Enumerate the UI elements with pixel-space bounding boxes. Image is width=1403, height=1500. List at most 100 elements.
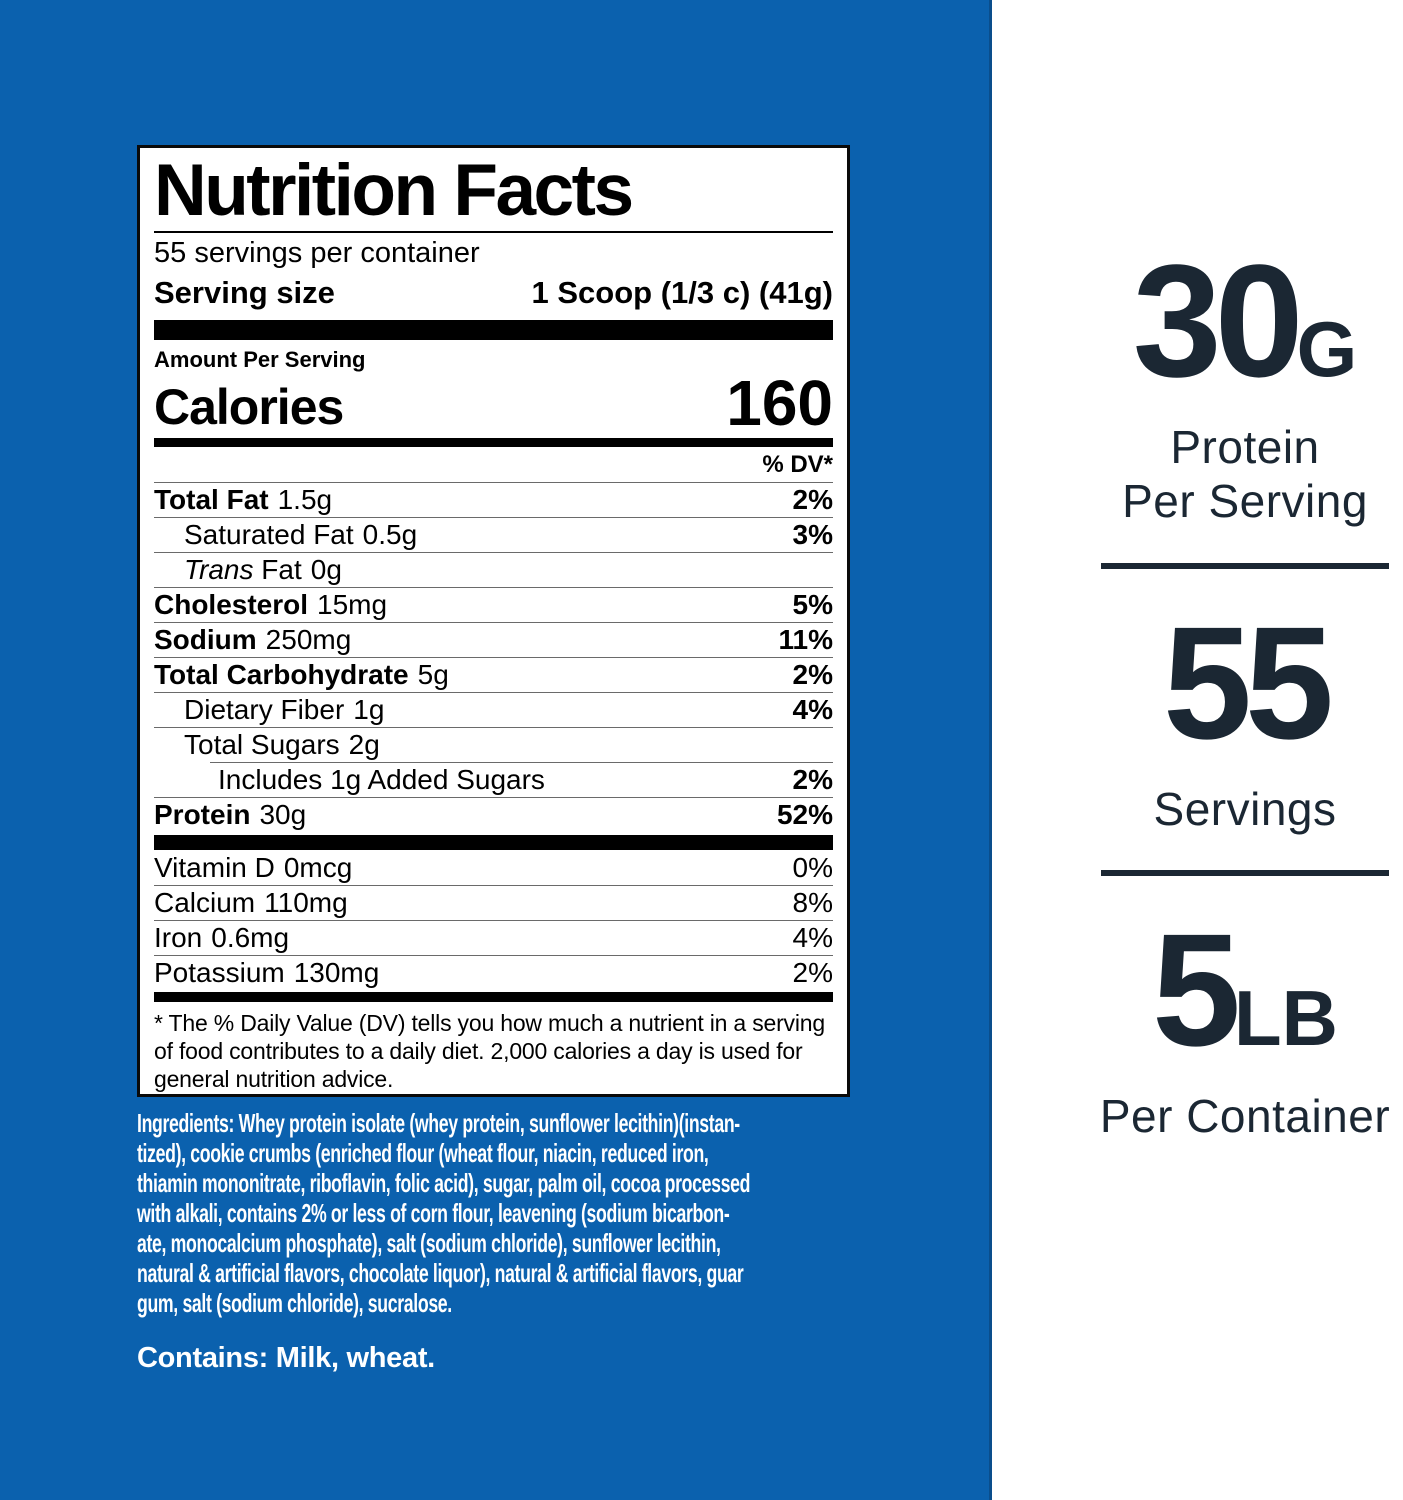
nutrient-amount: 0mcg [283,852,353,884]
hairline [154,884,833,886]
nutrition-facts-title: Nutrition Facts [154,150,634,231]
bar-under-micronutrients [154,991,833,1002]
highlight-value: 30G [1132,231,1358,410]
highlights-list: 30G Protein Per Serving 55 Servings 5LB Per Co… [995,0,1403,1144]
hairline [154,516,833,518]
ingredients-line: thiamin mononitrate, riboflavin, folic a… [137,1168,751,1198]
bar-under-calories [154,437,833,447]
nutrient-name: Iron 0.6mg [154,922,290,954]
micronutrient-rows: Vitamin D 0mcg 0% Calcium 110mg 8% Iron 0.6mg 4%… [154,851,833,990]
nutrient-row: Iron 0.6mg 4% [154,921,833,955]
nutrient-daily-value: 2% [792,957,833,989]
nutrient-amount: 15mg [317,589,388,621]
blue-background: Nutrition Facts 55 servings per containe… [0,0,992,1500]
nutrient-row: Potassium 130mg 2% [154,956,833,990]
hairline [154,656,833,658]
nutrient-row: Includes 1g Added Sugars 2% [154,763,833,797]
nutrition-facts-label: Nutrition Facts 55 servings per containe… [137,145,850,1097]
nutrient-row: Total Fat 1.5g 2% [154,483,833,517]
ingredients-line: gum, salt (sodium chloride), sucralose. [137,1288,452,1318]
hairline [154,551,833,553]
ingredients-line: Ingredients: Whey protein isolate (whey … [137,1108,740,1138]
ingredients-line: natural & artificial flavors, chocolate … [137,1258,744,1288]
nutrient-daily-value: 8% [792,887,833,919]
highlight-block: 55 Servings [1087,592,1403,836]
calories-value: 160 [726,366,833,439]
highlight-block: 5LB Per Container [1087,900,1403,1143]
nutrient-name: Trans Fat 0g [184,554,342,586]
nutrient-name: Total Fat 1.5g [154,484,333,516]
nutrient-row: Sodium 250mg 11% [154,623,833,657]
nutrient-name: Protein 30g [154,799,307,831]
hairline [154,954,833,956]
nutrient-row: Total Sugars 2g [154,728,833,762]
highlight-divider [1101,870,1389,877]
highlight-value: 5LB [1152,900,1338,1080]
nutrient-daily-value: 5% [792,589,833,621]
highlight-divider [1101,562,1389,569]
nutrient-daily-value: 52% [776,799,833,831]
hairline [154,796,833,798]
nutrient-daily-value: 4% [792,922,833,954]
highlight-caption: Protein Per Serving [1122,421,1368,528]
highlight-unit: G [1296,305,1358,393]
nutrient-row: Calcium 110mg 8% [154,886,833,920]
hairline [154,481,833,483]
highlight-value: 55 [1163,592,1334,772]
nutrient-name: Total Sugars 2g [184,729,380,761]
hairline [154,919,833,921]
serving-size-value: 1 Scoop (1/3 c) (41g) [531,274,833,310]
hairline [154,586,833,588]
daily-value-footnote: * The % Daily Value (DV) tells you how m… [154,1009,825,1093]
nutrient-amount: 110mg [264,887,348,919]
nutrient-name: Vitamin D 0mcg [154,852,353,884]
highlight-unit: LB [1234,974,1338,1063]
nutrient-name: Includes 1g Added Sugars [218,764,545,796]
nutrient-amount: 1.5g [277,484,333,516]
nutrient-daily-value: 11% [778,624,834,656]
ingredients-line: tized), cookie crumbs (enriched flour (w… [137,1138,709,1168]
nutrient-amount: 1g [353,694,385,726]
nutrient-name: Sodium 250mg [154,624,352,656]
nutrient-daily-value: 3% [792,519,833,551]
nutrient-name: Calcium 110mg [154,887,348,919]
nutrient-daily-value: 2% [792,764,833,796]
nutrient-row: Cholesterol 15mg 5% [154,588,833,622]
nutrient-row: Vitamin D 0mcg 0% [154,851,833,885]
ingredients-line: ate, monocalcium phosphate), salt (sodiu… [137,1228,721,1258]
nutrient-row: Trans Fat 0g [154,553,833,587]
nutrient-name: Cholesterol 15mg [154,589,388,621]
calories-label: Calories [154,379,344,436]
nutrient-name: Potassium 130mg [154,957,380,989]
nutrient-amount: 130mg [293,957,380,989]
nutrient-amount: 0g [310,554,342,586]
nutrient-name: Total Carbohydrate 5g [154,659,449,691]
highlight-caption: Per Container [1099,1090,1391,1143]
hairline [154,726,833,728]
nutrient-daily-value: 0% [792,852,833,884]
nutrient-amount: 0.6mg [211,922,290,954]
nutrient-daily-value: 2% [792,659,833,691]
hairline [154,691,833,693]
serving-size-label: Serving size [154,274,335,310]
nutrient-daily-value: 2% [792,484,833,516]
ingredients-line: with alkali, contains 2% or less of corn… [137,1198,730,1228]
highlight-caption: Servings [1153,782,1337,835]
calories-row: Calories 160 [154,366,833,439]
highlight-block: 30G Protein Per Serving [1087,231,1403,529]
nutrient-row: Saturated Fat 0.5g 3% [154,518,833,552]
nutrient-row: Protein 30g 52% [154,798,833,832]
ingredients-paragraph: Ingredients: Whey protein isolate (whey … [137,1108,851,1318]
nutrient-daily-value: 4% [792,694,833,726]
servings-per-container: 55 servings per container [154,237,480,270]
bar-under-protein [154,834,833,850]
daily-value-header: % DV* [762,450,833,478]
hairline [210,761,833,763]
allergen-statement: Contains: Milk, wheat. [137,1342,435,1374]
nutrient-amount: 2g [348,729,380,761]
nutrient-row: Total Carbohydrate 5g 2% [154,658,833,692]
nutrient-amount: 5g [417,659,449,691]
amount-per-serving-label: Amount Per Serving [154,346,366,372]
thick-bar-top [154,319,833,340]
